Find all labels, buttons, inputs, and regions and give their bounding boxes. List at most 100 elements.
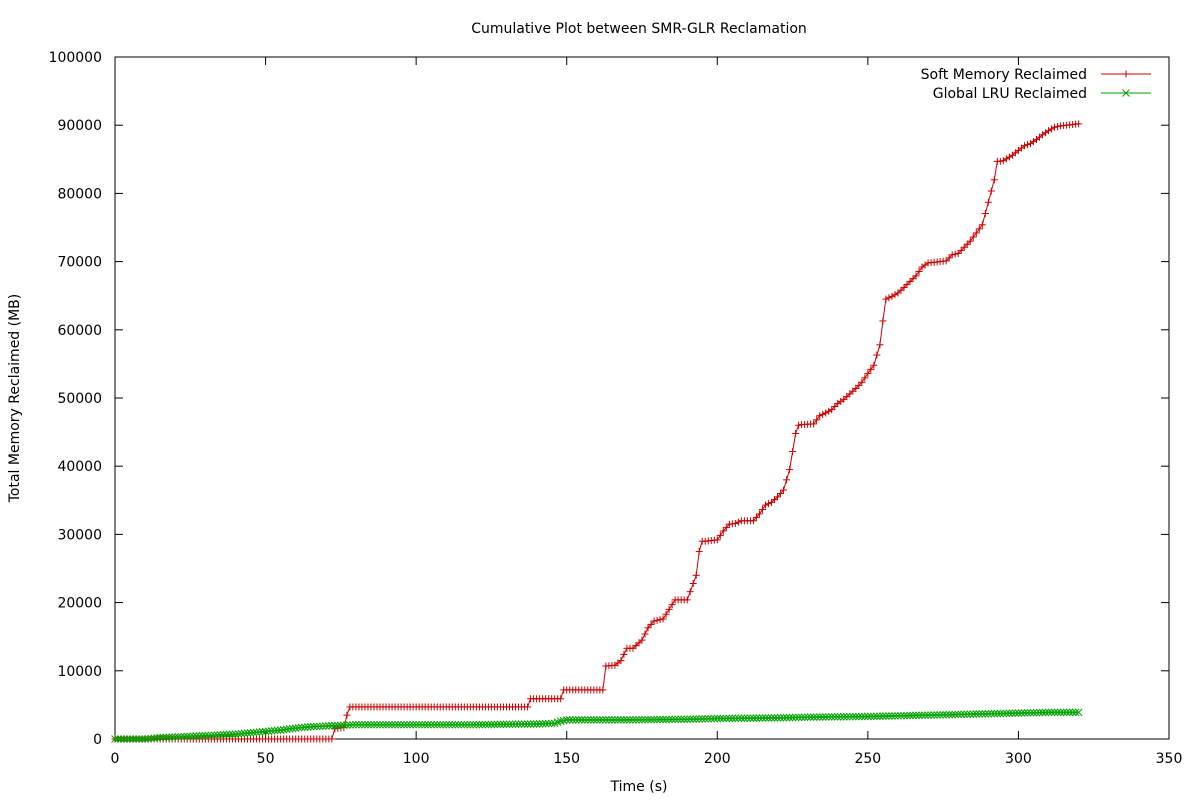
data-point <box>246 729 255 737</box>
data-point <box>960 243 968 251</box>
data-point <box>638 715 646 724</box>
data-point <box>397 720 405 729</box>
data-point <box>340 721 348 730</box>
data-point <box>641 630 649 638</box>
data-point <box>957 710 966 719</box>
data-point <box>1020 709 1029 717</box>
legend-entry: Soft Memory Reclaimed <box>921 67 1151 83</box>
data-point <box>496 720 505 729</box>
data-point <box>786 466 794 474</box>
data-point <box>954 249 962 257</box>
data-point <box>752 714 761 722</box>
data-point <box>966 710 975 719</box>
data-point <box>1038 708 1047 717</box>
data-point <box>147 734 155 743</box>
data-point <box>764 500 772 508</box>
y-tick-label: 30000 <box>57 527 102 543</box>
data-point <box>921 711 929 720</box>
data-point <box>1048 125 1056 133</box>
data-point <box>162 733 171 742</box>
data-point <box>777 489 785 497</box>
data-point <box>517 720 526 729</box>
data-point <box>924 711 932 719</box>
data-point <box>165 733 174 742</box>
data-point <box>701 714 710 723</box>
data-point <box>996 709 1005 718</box>
data-point <box>653 715 661 724</box>
data-point <box>981 210 989 218</box>
data-point <box>204 731 213 740</box>
data-point <box>626 716 634 724</box>
data-point <box>888 292 896 300</box>
data-point <box>481 720 490 729</box>
data-point <box>448 720 457 729</box>
data-point <box>1035 708 1044 717</box>
data-point <box>719 714 728 723</box>
data-point <box>647 620 655 628</box>
data-point <box>794 713 803 722</box>
data-point <box>668 715 676 724</box>
data-point <box>415 720 424 729</box>
data-point <box>821 713 830 721</box>
data-point <box>692 715 701 723</box>
data-point <box>803 713 812 722</box>
data-point <box>1026 708 1035 717</box>
legend-marker <box>1122 70 1130 78</box>
data-point <box>388 720 396 729</box>
data-point <box>695 547 703 555</box>
data-point <box>930 711 938 719</box>
data-point <box>547 719 556 728</box>
data-point <box>382 720 390 729</box>
data-point <box>939 710 947 719</box>
data-point <box>234 730 243 738</box>
data-point <box>1044 708 1053 717</box>
data-point <box>912 711 920 720</box>
data-point <box>891 712 899 720</box>
y-tick-label: 40000 <box>57 459 102 475</box>
data-point <box>966 237 974 245</box>
data-point <box>897 711 905 720</box>
data-point <box>620 650 628 658</box>
data-point <box>141 735 149 743</box>
data-point <box>731 519 739 527</box>
data-point <box>749 517 757 525</box>
data-point <box>830 713 839 721</box>
data-point <box>819 410 827 418</box>
data-point <box>523 720 532 728</box>
data-point <box>460 720 469 729</box>
data-point <box>201 731 210 740</box>
data-point <box>818 713 827 721</box>
data-point <box>1029 708 1038 717</box>
data-point <box>168 733 177 741</box>
data-point <box>445 720 454 729</box>
data-point <box>957 246 965 254</box>
data-point <box>189 732 198 740</box>
data-point <box>780 486 788 494</box>
series-line <box>115 123 1079 740</box>
data-point <box>767 714 776 722</box>
data-point <box>972 710 981 718</box>
data-point <box>436 720 445 729</box>
data-point <box>885 712 893 720</box>
data-point <box>683 596 691 604</box>
data-point <box>870 361 878 369</box>
data-point <box>418 720 427 729</box>
data-point <box>222 730 231 739</box>
data-point <box>409 720 417 729</box>
y-axis-ticks: 0 10000 20000 30000 40000 50000 60000 70000 8000… <box>49 50 1169 748</box>
data-point <box>918 711 926 720</box>
data-point <box>707 714 716 723</box>
data-point <box>743 714 752 723</box>
data-point <box>749 714 758 722</box>
data-point <box>737 714 746 723</box>
data-point <box>1053 708 1062 717</box>
y-tick-label: 70000 <box>57 255 102 271</box>
data-point <box>1041 708 1050 717</box>
data-point <box>252 728 261 737</box>
x-tick-label: 250 <box>854 751 881 767</box>
data-point <box>451 720 460 729</box>
data-point <box>442 720 451 729</box>
data-point <box>508 720 517 729</box>
data-point <box>478 720 487 729</box>
data-point <box>713 536 721 544</box>
